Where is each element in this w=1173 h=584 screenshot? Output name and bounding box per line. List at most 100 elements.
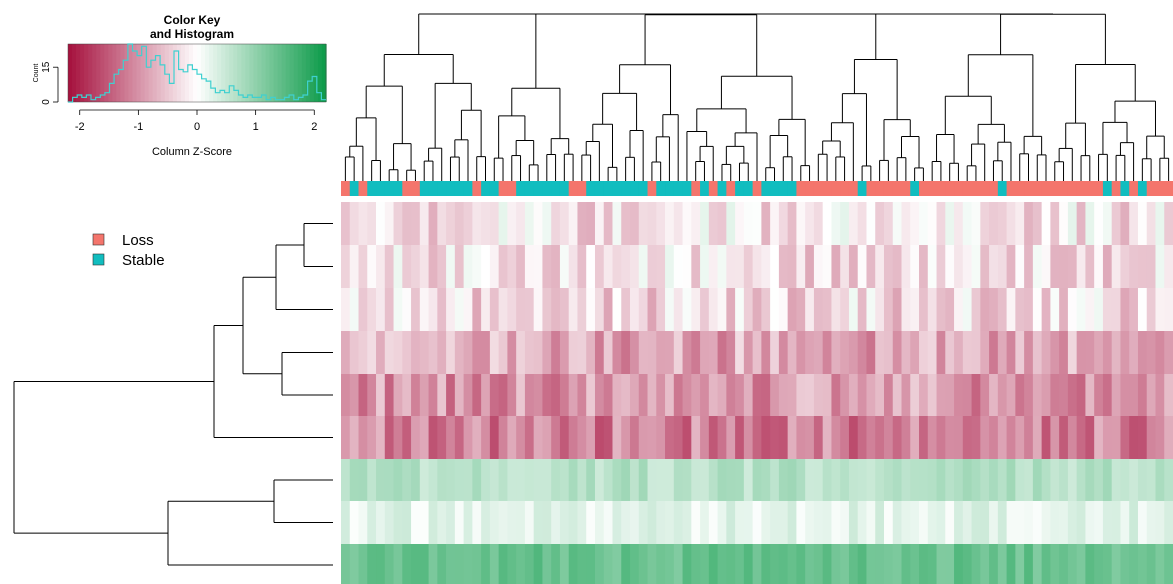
heatmap-cell: [1137, 331, 1148, 374]
column-side-color: [901, 181, 911, 196]
heatmap-cell: [857, 501, 867, 544]
heatmap-cell: [542, 245, 552, 288]
color-key-gradient-step: [205, 44, 210, 102]
color-key-gradient-step: [285, 44, 291, 102]
heatmap-cell: [638, 544, 649, 584]
column-side-color: [682, 181, 692, 196]
heatmap-cell: [586, 202, 596, 245]
heatmap-cell: [945, 288, 955, 331]
heatmap-cell: [647, 459, 657, 501]
heatmap-cell: [822, 459, 832, 501]
heatmap-cell: [822, 374, 832, 416]
heatmap-cell: [603, 459, 613, 501]
heatmap-cell: [437, 416, 447, 459]
heatmap-cell: [919, 374, 929, 416]
heatmap-cell: [393, 416, 403, 459]
heatmap-cell: [682, 459, 692, 501]
heatmap-cell: [1006, 416, 1016, 459]
heatmap-cell: [910, 459, 920, 501]
heatmap-cell: [1129, 416, 1139, 459]
group-legend: Loss Stable: [92, 232, 165, 269]
color-key-gradient-step: [120, 44, 126, 102]
color-key-gradient-step: [128, 44, 134, 102]
heatmap-cell: [411, 202, 421, 245]
column-side-color: [1085, 181, 1095, 196]
heatmap-cell: [892, 501, 903, 544]
heatmap-cell: [1137, 202, 1148, 245]
heatmap-cell: [735, 245, 745, 288]
heatmap-cell: [376, 544, 386, 584]
heatmap-cell: [393, 288, 403, 331]
heatmap-cell: [1032, 288, 1043, 331]
heatmap-cell: [717, 544, 727, 584]
heatmap-cell: [498, 544, 508, 584]
heatmap-cell: [516, 202, 526, 245]
heatmap-cell: [1102, 501, 1113, 544]
heatmap-cell: [743, 288, 754, 331]
heatmap-cell: [936, 501, 946, 544]
heatmap-cell: [586, 459, 596, 501]
heatmap-cell: [551, 245, 561, 288]
heatmap-cell: [883, 459, 894, 501]
heatmap-cell: [927, 501, 938, 544]
heatmap-cell: [594, 245, 605, 288]
heatmap-cell: [752, 416, 762, 459]
heatmap-cell: [761, 288, 771, 331]
color-key-gradient-step: [253, 44, 259, 102]
heatmap-cell: [630, 331, 640, 374]
heatmap-cell: [735, 416, 745, 459]
heatmap-cell: [1137, 416, 1148, 459]
heatmap-cell: [446, 202, 456, 245]
heatmap-cell: [428, 459, 438, 501]
column-side-color: [577, 181, 587, 196]
heatmap-cell: [638, 245, 649, 288]
heatmap-cell: [384, 288, 395, 331]
heatmap-cell: [551, 374, 561, 416]
heatmap-cell: [402, 501, 412, 544]
heatmap-cell: [822, 202, 832, 245]
heatmap-cell: [752, 544, 762, 584]
heatmap-cell: [857, 288, 867, 331]
heatmap-cell: [831, 501, 841, 544]
column-side-color: [857, 181, 867, 196]
heatmap-cell: [603, 331, 613, 374]
heatmap-cell: [919, 288, 929, 331]
color-key-subtitle: and Histogram: [150, 27, 234, 41]
heatmap-cell: [411, 331, 421, 374]
heatmap-cell: [761, 245, 771, 288]
heatmap-cell: [866, 245, 876, 288]
heatmap-cell: [1111, 202, 1121, 245]
heatmap-cell: [428, 416, 438, 459]
column-side-color: [971, 181, 981, 196]
column-side-color: [341, 181, 351, 196]
heatmap-cell: [367, 459, 377, 501]
heatmap-cell: [437, 331, 447, 374]
legend-label-stable: Stable: [122, 252, 165, 269]
heatmap-cell: [954, 544, 964, 584]
heatmap-cell: [927, 459, 938, 501]
heatmap-cell: [472, 544, 482, 584]
heatmap-cell: [358, 288, 368, 331]
heatmap-cell: [498, 202, 508, 245]
heatmap-cell: [919, 331, 929, 374]
heatmap-cell: [446, 374, 456, 416]
heatmap-cell: [551, 501, 561, 544]
heatmap-cell: [367, 202, 377, 245]
heatmap-cell: [341, 288, 351, 331]
heatmap-cell: [577, 331, 587, 374]
heatmap-cell: [892, 245, 903, 288]
heatmap-cell: [1129, 374, 1139, 416]
color-key-gradient-step: [108, 44, 113, 102]
color-key-gradient-step: [112, 44, 117, 102]
heatmap-cell: [1085, 501, 1095, 544]
heatmap-cell: [682, 202, 692, 245]
heatmap-cell: [752, 288, 762, 331]
heatmap-cell: [1041, 374, 1051, 416]
heatmap-cell: [954, 202, 964, 245]
heatmap-cell: [971, 202, 981, 245]
heatmap-cell: [1137, 544, 1148, 584]
heatmap-cell: [612, 374, 622, 416]
column-side-color: [384, 181, 395, 196]
heatmap-cell: [376, 331, 386, 374]
heatmap-cell: [1076, 501, 1086, 544]
